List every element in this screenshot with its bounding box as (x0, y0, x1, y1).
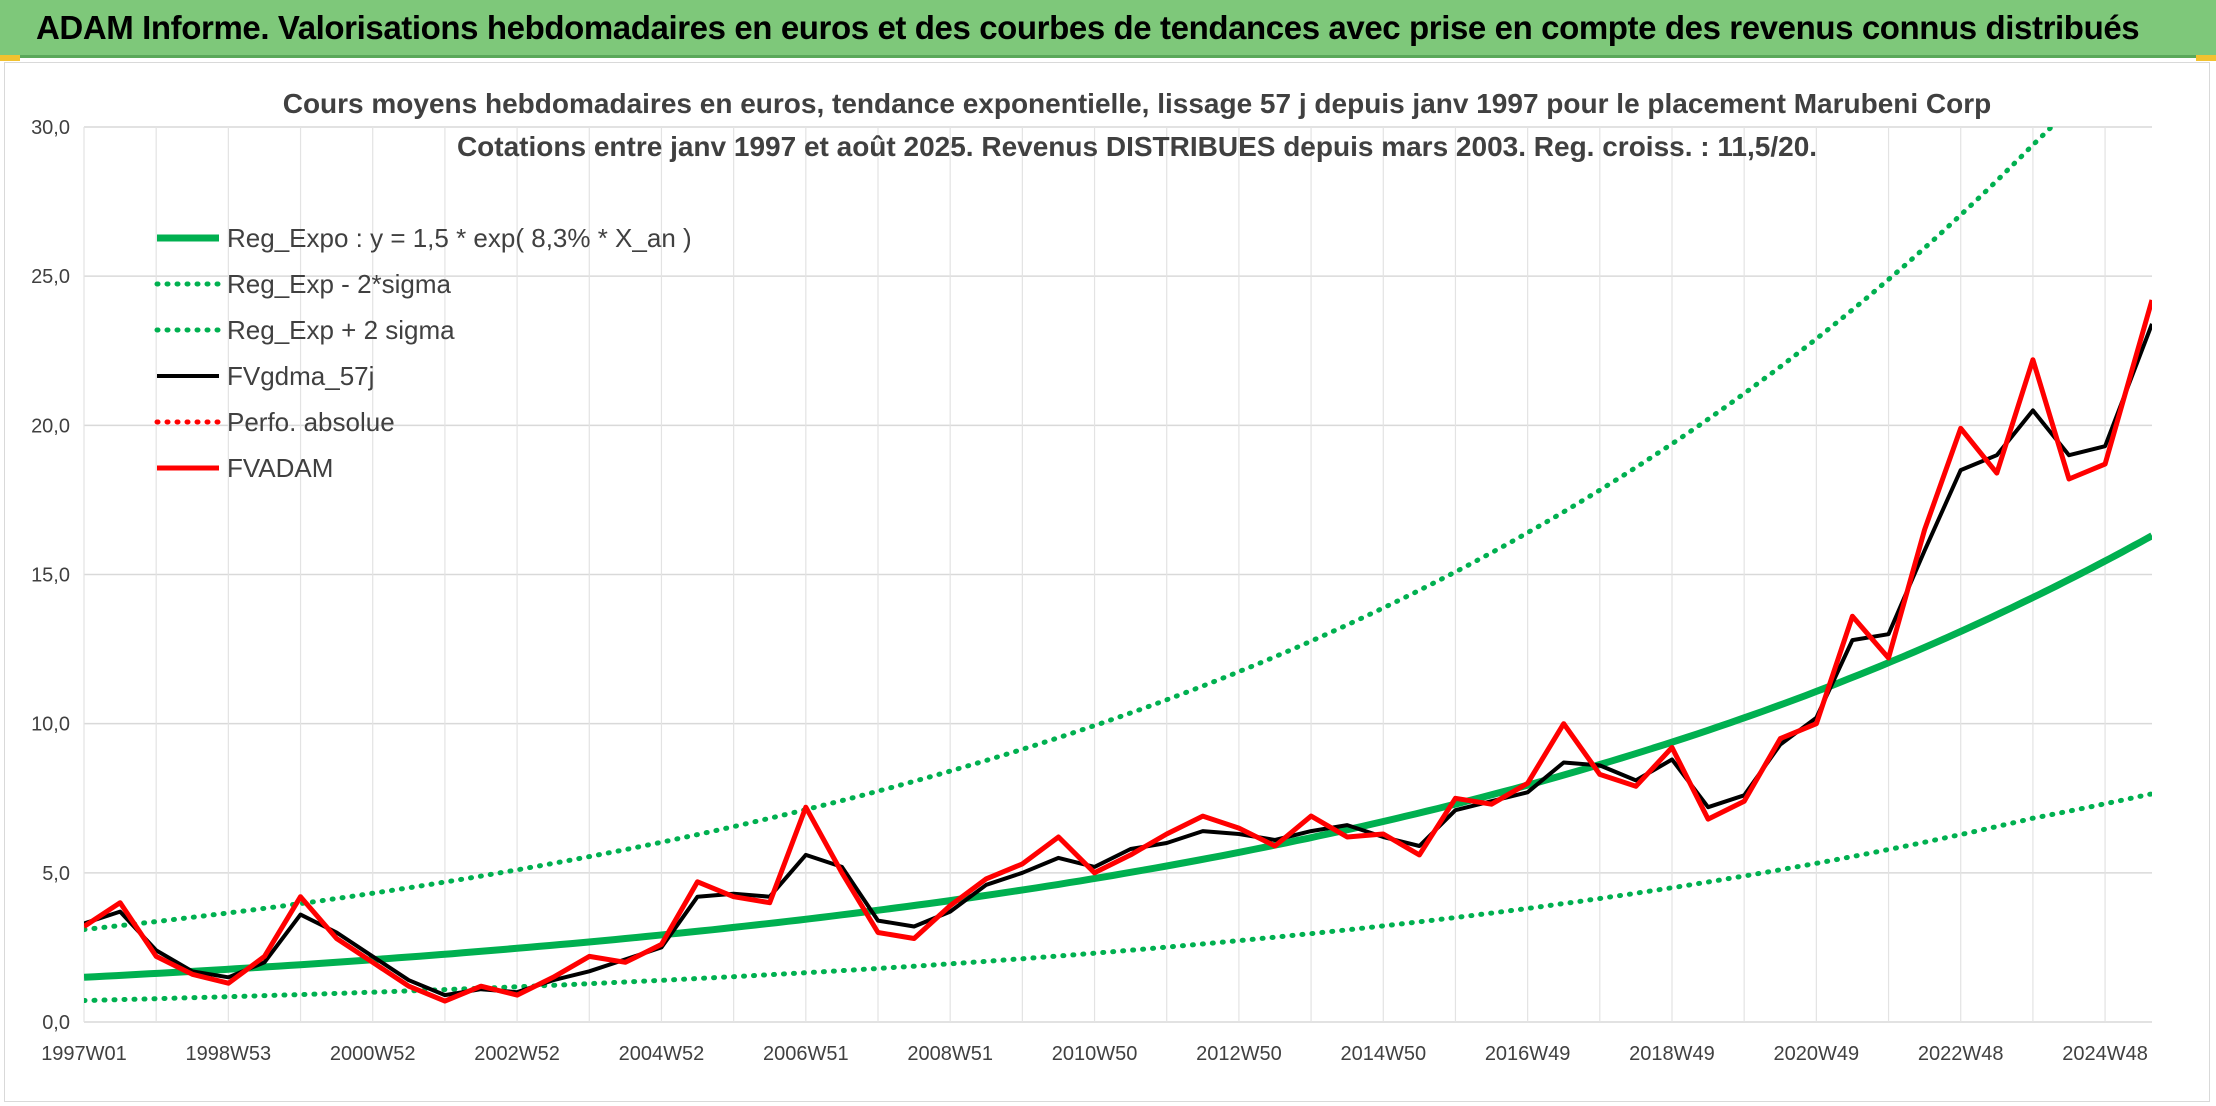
legend-label: FVADAM (227, 453, 333, 483)
x-tick-label: 2024W48 (2062, 1043, 2148, 1065)
y-tick-label: 0,0 (42, 1012, 70, 1034)
banner-title: ADAM Informe. Valorisations hebdomadaire… (36, 9, 2140, 46)
x-tick-label: 2002W52 (474, 1043, 560, 1065)
y-tick-label: 15,0 (31, 565, 70, 587)
legend-label: Perfo. absolue (227, 407, 395, 437)
legend: Reg_Expo : y = 1,5 * exp( 8,3% * X_an ) R… (154, 223, 692, 483)
x-tick-label: 1998W53 (186, 1043, 272, 1065)
y-tick-label: 10,0 (31, 714, 70, 736)
x-tick-label: 2012W50 (1196, 1043, 1282, 1065)
legend-label: Reg_Exp + 2 sigma (227, 315, 455, 345)
x-tick-label: 2006W51 (763, 1043, 849, 1065)
legend-label: FVgdma_57j (227, 361, 374, 391)
banner-corner-right (2196, 55, 2216, 61)
report-banner: ADAM Informe. Valorisations hebdomadaire… (0, 0, 2216, 58)
x-tick-label: 1997W01 (41, 1043, 127, 1065)
y-tick-label: 20,0 (31, 415, 70, 437)
x-tick-label: 2010W50 (1052, 1043, 1138, 1065)
x-tick-label: 2020W49 (1774, 1043, 1860, 1065)
series-line-reg-exp-2-sigma (84, 791, 2152, 1003)
banner-corner-left (0, 55, 20, 61)
x-tick-label: 2004W52 (619, 1043, 705, 1065)
y-tick-label: 5,0 (42, 863, 70, 885)
series-line-reg-exp-2-sigma (84, 127, 2055, 932)
grid (83, 126, 2152, 1023)
x-tick-label: 2022W48 (1918, 1043, 2004, 1065)
chart-subtitle: Cotations entre janv 1997 et août 2025. … (457, 131, 1817, 162)
axis-ticks: 0,0 5,0 10,0 15,0 20,0 25,0 30,0 1997W01 1998W53… (31, 117, 2148, 1065)
series (84, 127, 2152, 1004)
x-tick-label: 2008W51 (907, 1043, 993, 1065)
series-line-fvadam (84, 299, 2152, 1004)
chart-svg: 0,0 5,0 10,0 15,0 20,0 25,0 30,0 1997W01 1998W53… (31, 88, 2152, 1065)
y-tick-label: 25,0 (31, 266, 70, 288)
x-tick-label: 2016W49 (1485, 1043, 1571, 1065)
legend-label: Reg_Exp - 2*sigma (227, 269, 452, 299)
series-line-reg-expo-y-1-5-exp-8-3-x-an (84, 532, 2152, 981)
y-tick-label: 30,0 (31, 117, 70, 139)
chart-title: Cours moyens hebdomadaires en euros, ten… (283, 88, 1992, 119)
x-tick-label: 2018W49 (1629, 1043, 1715, 1065)
legend-label: Reg_Expo : y = 1,5 * exp( 8,3% * X_an ) (227, 223, 692, 253)
x-tick-label: 2014W50 (1340, 1043, 1426, 1065)
chart-frame: 0,0 5,0 10,0 15,0 20,0 25,0 30,0 1997W01 1998W53… (4, 62, 2210, 1102)
x-tick-label: 2000W52 (330, 1043, 416, 1065)
